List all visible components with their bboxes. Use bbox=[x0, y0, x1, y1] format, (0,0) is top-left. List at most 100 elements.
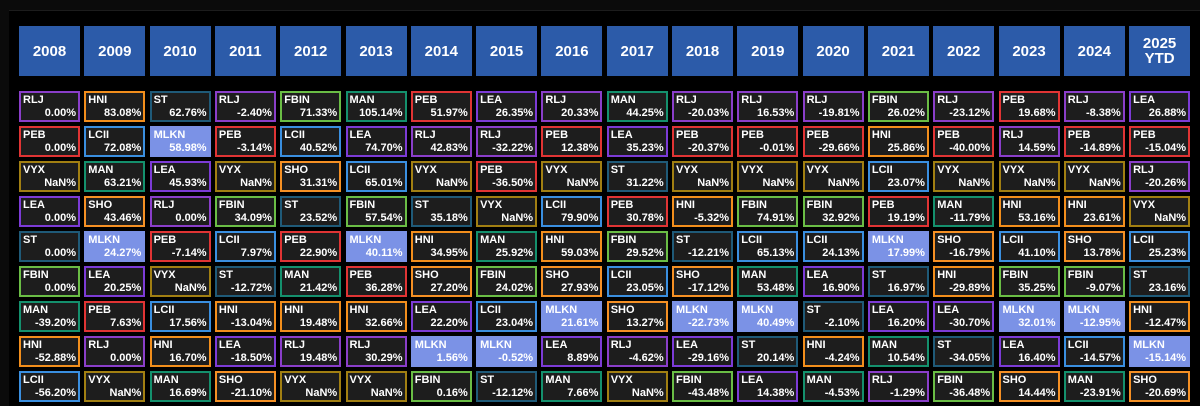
return-cell: HNI -4.24% bbox=[802, 336, 864, 367]
return-cell: LEA 26.35% bbox=[476, 91, 538, 122]
ticker-label: MAN bbox=[937, 199, 963, 211]
return-cell: LEA 8.89% bbox=[541, 336, 603, 367]
ticker-label: MAN bbox=[806, 374, 832, 386]
return-value: -39.20% bbox=[35, 317, 76, 329]
return-cell: ST 62.76% bbox=[149, 91, 211, 122]
ticker-label: VYX bbox=[937, 164, 960, 176]
return-value: 71.33% bbox=[299, 107, 338, 119]
ticker-label: MLKN bbox=[676, 304, 708, 316]
return-cell: LCII 25.23% bbox=[1129, 231, 1191, 262]
return-value: 0.00% bbox=[44, 142, 76, 154]
return-cell: RLJ 30.29% bbox=[345, 336, 407, 367]
ticker-label: MLKN bbox=[741, 304, 774, 316]
return-cell: ST 35.18% bbox=[410, 196, 472, 227]
return-cell: HNI -13.04% bbox=[214, 301, 276, 332]
return-cell: VYX NaN% bbox=[933, 161, 995, 192]
return-value: 22.90% bbox=[299, 247, 338, 259]
ticker-label: LCII bbox=[88, 129, 110, 141]
return-cell: PEB -3.14% bbox=[214, 126, 276, 157]
return-cell: RLJ 0.00% bbox=[84, 336, 146, 367]
ticker-label: FBIN bbox=[676, 374, 702, 386]
return-value: 53.16% bbox=[1018, 212, 1056, 224]
ticker-label: LEA bbox=[871, 304, 894, 316]
return-value: 0.00% bbox=[44, 282, 76, 294]
return-cell: RLJ 16.53% bbox=[737, 91, 799, 122]
ticker-label: RLJ bbox=[349, 339, 371, 351]
ticker-label: RLJ bbox=[1002, 129, 1024, 141]
ticker-label: LCII bbox=[610, 269, 632, 281]
return-cell: LEA 16.40% bbox=[998, 336, 1060, 367]
return-value: 31.31% bbox=[299, 177, 338, 189]
return-value: 26.88% bbox=[1148, 107, 1187, 119]
return-value: 57.54% bbox=[365, 212, 403, 224]
return-value: 0.00% bbox=[44, 247, 76, 259]
return-cell: LCII 23.05% bbox=[606, 266, 668, 297]
return-cell: SHO 27.93% bbox=[541, 266, 603, 297]
return-value: 17.56% bbox=[169, 317, 207, 329]
return-value: 40.52% bbox=[299, 142, 338, 154]
ticker-label: HNI bbox=[88, 94, 108, 106]
ticker-label: MLKN bbox=[1133, 339, 1165, 351]
return-value: 20.14% bbox=[756, 352, 795, 364]
return-cell: HNI 59.03% bbox=[541, 231, 603, 262]
ticker-label: PEB bbox=[153, 234, 177, 246]
ticker-label: RLJ bbox=[414, 129, 436, 141]
return-value: NaN% bbox=[44, 177, 76, 189]
return-value: 45.93% bbox=[169, 177, 207, 189]
return-cell: MAN 7.66% bbox=[541, 371, 603, 402]
return-cell: PEB 0.00% bbox=[19, 126, 80, 157]
return-value: 32.01% bbox=[1018, 317, 1056, 329]
return-cell: RLJ -4.62% bbox=[606, 336, 668, 367]
ticker-label: MAN bbox=[23, 304, 49, 316]
return-value: NaN% bbox=[827, 177, 860, 189]
return-value: NaN% bbox=[240, 177, 272, 189]
return-value: -9.07% bbox=[1085, 282, 1121, 294]
ticker-label: SHO bbox=[1002, 374, 1027, 386]
return-cell: MAN -4.53% bbox=[802, 371, 864, 402]
return-cell: MLKN 40.11% bbox=[345, 231, 407, 262]
return-cell: HNI 19.48% bbox=[280, 301, 342, 332]
return-cell: RLJ -19.81% bbox=[802, 91, 864, 122]
ticker-label: PEB bbox=[1067, 129, 1091, 141]
return-cell: VYX NaN% bbox=[476, 196, 538, 227]
return-cell: VYX NaN% bbox=[149, 266, 211, 297]
ticker-label: PEB bbox=[1133, 129, 1156, 141]
return-value: 35.23% bbox=[626, 142, 664, 154]
return-cell: SHO 13.78% bbox=[1063, 231, 1125, 262]
ticker-label: SHO bbox=[88, 199, 113, 211]
return-value: 31.22% bbox=[626, 177, 664, 189]
ticker-label: PEB bbox=[676, 129, 699, 141]
return-value: -29.16% bbox=[688, 352, 729, 364]
return-cell: RLJ -20.26% bbox=[1129, 161, 1191, 192]
return-value: -15.14% bbox=[1145, 352, 1187, 364]
return-value: 7.63% bbox=[110, 317, 142, 329]
return-cell: LCII 23.04% bbox=[476, 301, 538, 332]
ticker-label: RLJ bbox=[937, 94, 958, 106]
ticker-label: LCII bbox=[806, 234, 828, 246]
return-cell: RLJ -1.29% bbox=[867, 371, 929, 402]
ticker-label: SHO bbox=[937, 234, 962, 246]
ticker-label: PEB bbox=[480, 164, 503, 176]
return-cell: LCII -56.20% bbox=[19, 371, 80, 402]
ticker-label: PEB bbox=[937, 129, 960, 141]
return-cell: FBIN -43.48% bbox=[672, 371, 733, 402]
ticker-label: HNI bbox=[1133, 304, 1153, 316]
ticker-label: MLKN bbox=[545, 304, 578, 316]
ticker-label: SHO bbox=[414, 269, 439, 281]
ticker-label: LEA bbox=[414, 304, 437, 316]
return-cell: LCII 41.10% bbox=[998, 231, 1060, 262]
return-value: NaN% bbox=[109, 387, 142, 399]
return-cell: SHO -21.10% bbox=[214, 371, 276, 402]
return-value: 0.00% bbox=[175, 212, 207, 224]
return-cell: LEA 45.93% bbox=[149, 161, 211, 192]
return-value: 35.25% bbox=[1018, 282, 1056, 294]
return-value: -12.47% bbox=[1145, 317, 1187, 329]
return-cell: FBIN -36.48% bbox=[933, 371, 995, 402]
return-value: NaN% bbox=[436, 177, 468, 189]
return-cell: VYX NaN% bbox=[410, 161, 472, 192]
return-value: -4.24% bbox=[824, 352, 860, 364]
return-value: 20.25% bbox=[103, 282, 142, 294]
ticker-label: ST bbox=[153, 94, 168, 106]
return-cell: LEA 74.70% bbox=[345, 126, 407, 157]
return-cell: PEB -14.89% bbox=[1063, 126, 1125, 157]
